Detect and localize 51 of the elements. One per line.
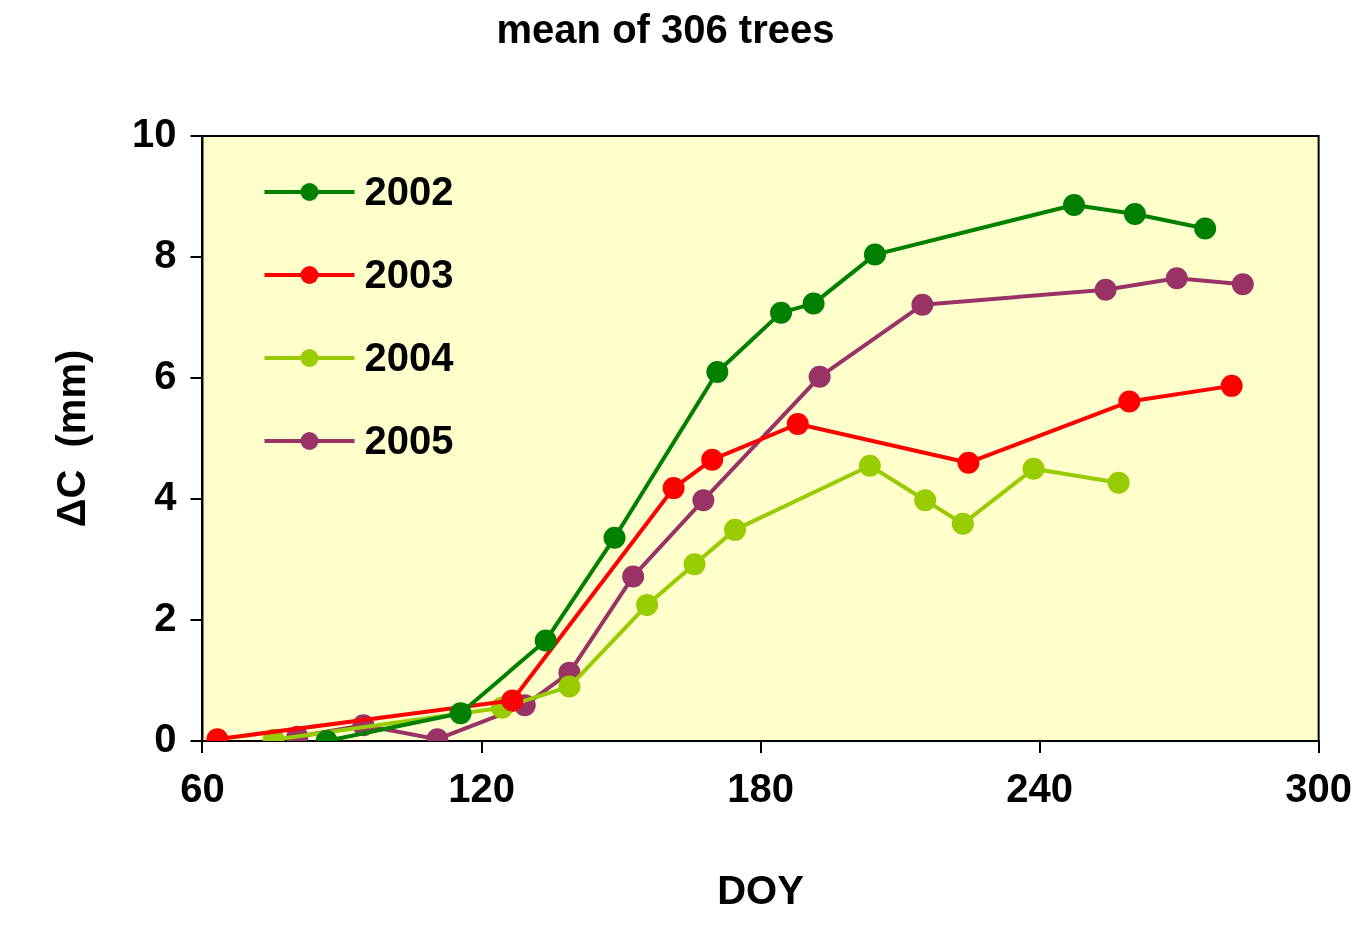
- point: [603, 526, 626, 549]
- point: [683, 553, 706, 576]
- legend-label: 2003: [364, 252, 454, 297]
- point: [1118, 390, 1141, 413]
- point: [1165, 267, 1188, 290]
- x-tick-label: 300: [1285, 766, 1353, 811]
- point: [501, 689, 524, 712]
- x-axis-title: DOY: [717, 868, 805, 913]
- point: [1107, 471, 1130, 494]
- point: [1194, 217, 1217, 240]
- point: [1094, 278, 1117, 301]
- x-tick-label: 60: [180, 766, 225, 811]
- chart-title: mean of 306 trees: [496, 7, 835, 52]
- legend-label: 2005: [364, 418, 454, 463]
- point: [701, 448, 724, 471]
- y-tick-label: 8: [154, 232, 177, 277]
- x-tick-label: 240: [1006, 766, 1073, 811]
- y-tick-label: 6: [154, 353, 177, 398]
- point: [723, 518, 746, 541]
- point: [951, 512, 974, 535]
- legend-label: 2004: [364, 335, 455, 380]
- point: [636, 593, 659, 616]
- point: [1022, 457, 1045, 480]
- point: [914, 489, 937, 512]
- point: [706, 360, 729, 383]
- legend-label: 2002: [364, 169, 454, 214]
- point: [622, 565, 645, 588]
- y-tick-label: 0: [154, 716, 177, 761]
- point: [770, 301, 793, 324]
- point: [534, 629, 557, 652]
- point: [692, 489, 715, 512]
- y-tick-label: 10: [131, 111, 177, 156]
- y-tick-label: 2: [154, 595, 177, 640]
- point: [911, 293, 934, 316]
- point: [558, 675, 581, 698]
- point: [1063, 193, 1086, 216]
- x-tick-label: 120: [448, 766, 515, 811]
- point: [957, 451, 980, 474]
- point: [802, 292, 825, 315]
- point: [858, 454, 881, 477]
- point: [1220, 374, 1243, 397]
- y-axis-title: ΔC (mm): [49, 349, 94, 528]
- x-tick-label: 180: [727, 766, 794, 811]
- point: [449, 702, 472, 725]
- point: [1123, 203, 1146, 226]
- point: [808, 365, 831, 388]
- point: [1231, 273, 1254, 296]
- point: [662, 477, 685, 500]
- point: [863, 243, 886, 266]
- y-tick-label: 4: [154, 474, 178, 519]
- point: [786, 412, 809, 435]
